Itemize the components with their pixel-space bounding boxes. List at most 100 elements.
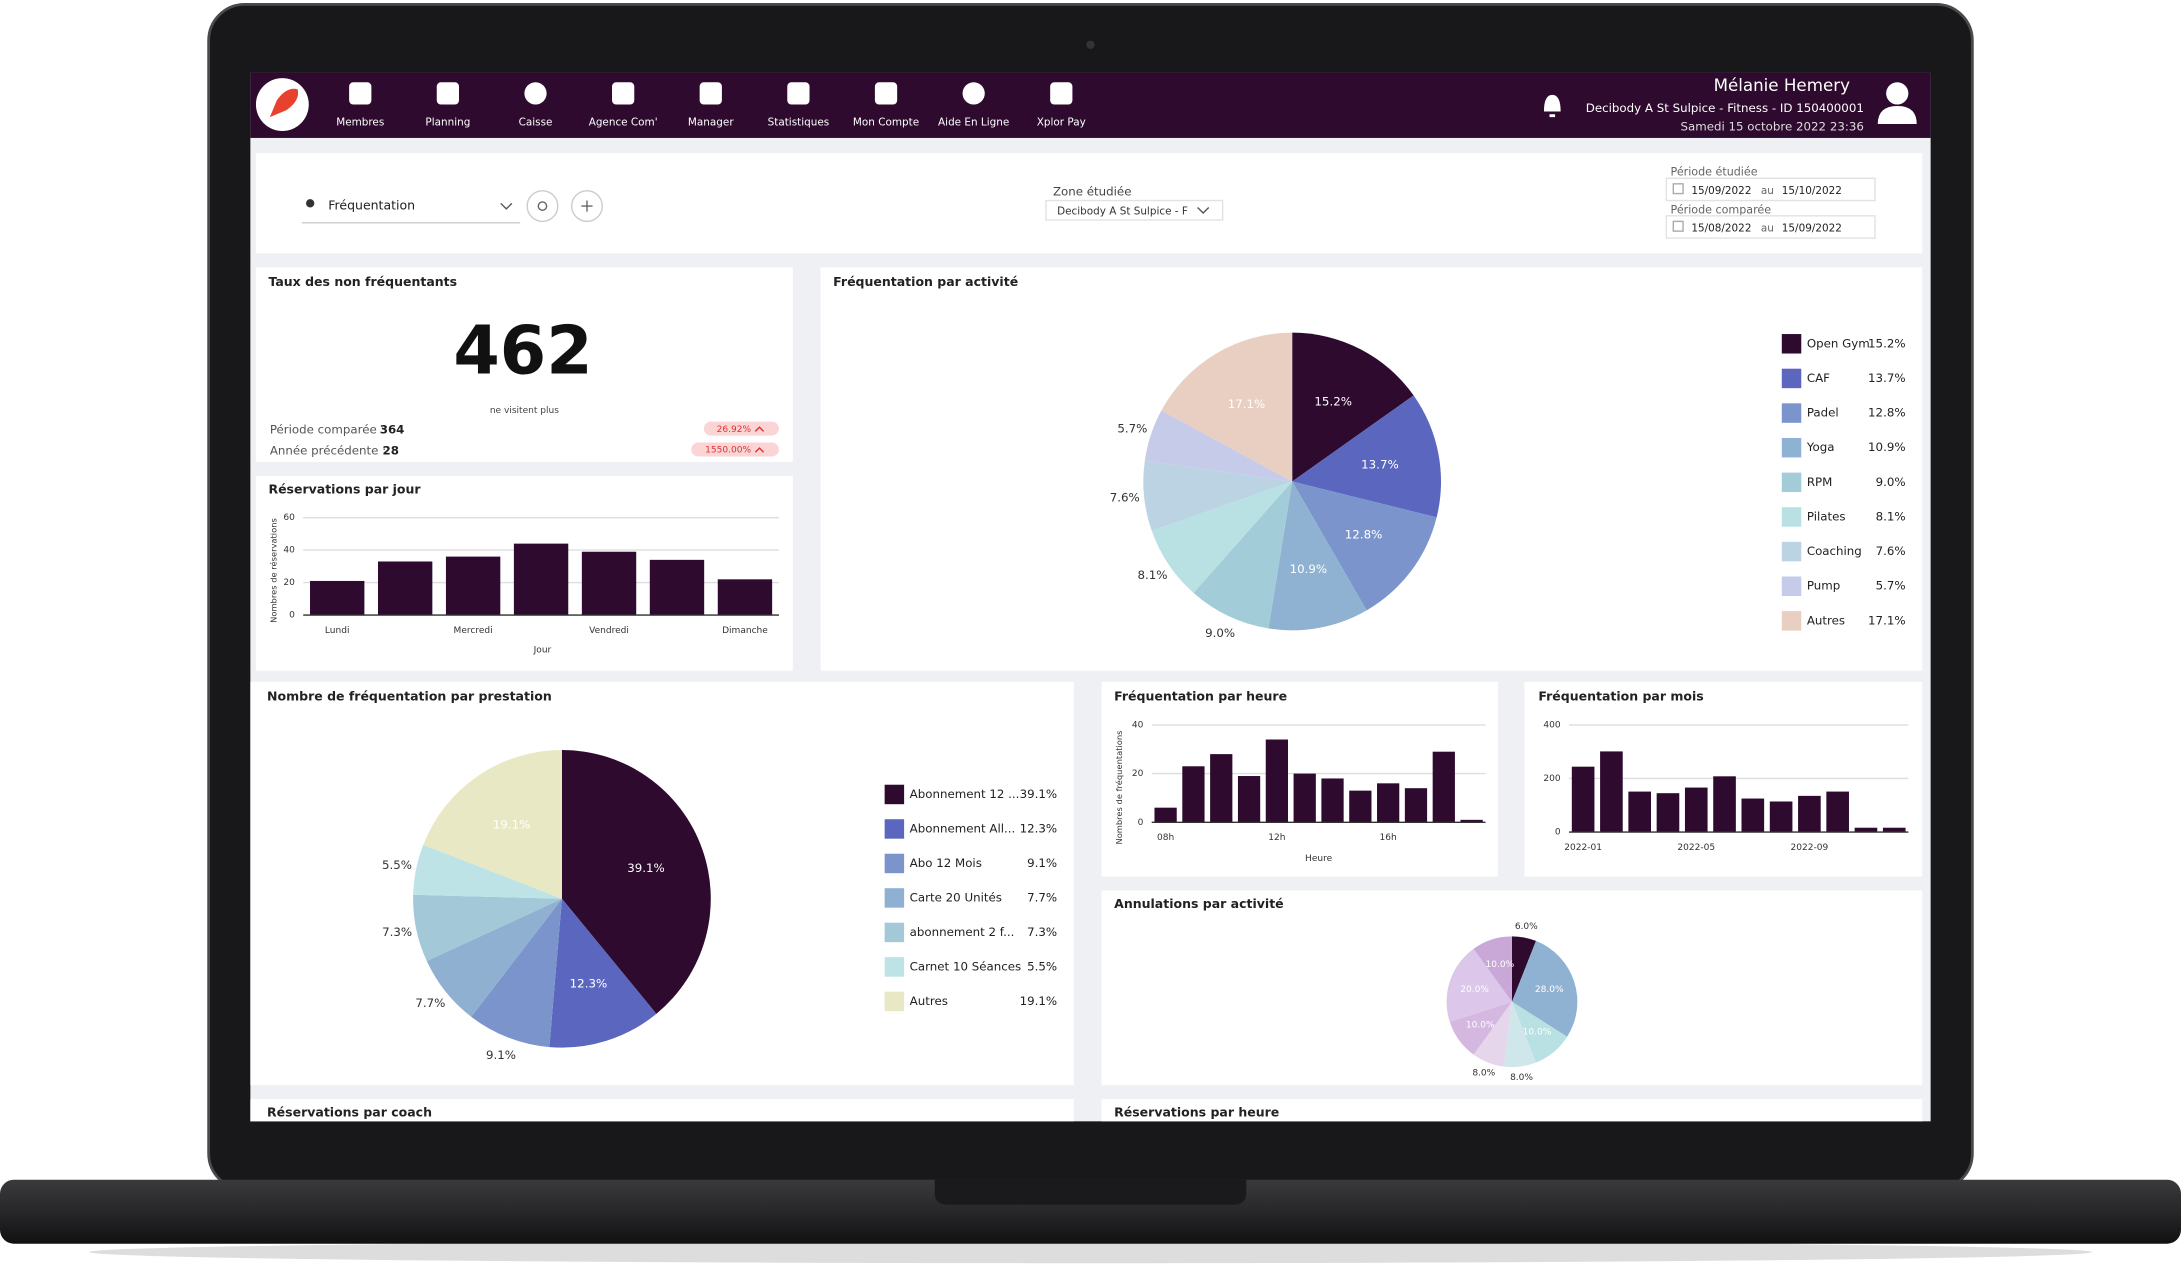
legend-label: Open Gym: [1807, 336, 1870, 350]
nav-item[interactable]: Xplor Pay: [1037, 117, 1086, 129]
bell-icon[interactable]: [1543, 94, 1561, 118]
card-title: Fréquentation par mois: [1538, 689, 1703, 704]
y-tick-label: 0: [289, 611, 295, 621]
y-tick-label: 400: [1543, 720, 1560, 730]
nav-item[interactable]: Aide En Ligne: [938, 117, 1009, 129]
legend-label: Padel: [1807, 406, 1839, 420]
legend-label: Carnet 10 Séances: [910, 959, 1021, 973]
slice-label: 10.9%: [1290, 562, 1328, 576]
nav-icon: [436, 82, 460, 105]
y-axis-label: Nombres de fréquentations: [1114, 730, 1124, 844]
slice-label: 9.1%: [486, 1048, 516, 1062]
legend-swatch: [1781, 507, 1802, 527]
y-tick-label: 0: [1138, 818, 1144, 828]
legend-value: 17.1%: [1868, 613, 1906, 627]
legend-swatch: [884, 784, 905, 805]
avatar-head[interactable]: [1886, 82, 1909, 105]
y-axis-label: Nombres de réservations: [269, 518, 279, 623]
slice-label: 5.7%: [1117, 421, 1147, 435]
change-badge: [703, 421, 779, 436]
pie-slice: [1193, 481, 1293, 629]
nav-icon: [699, 82, 722, 105]
x-tick-label: Dimanche: [722, 626, 768, 636]
bar: [310, 580, 365, 616]
nav-item[interactable]: Membres: [336, 117, 384, 129]
x-tick-label: Mercredi: [454, 626, 493, 636]
bar: [1882, 827, 1906, 833]
zone-label: Zone étudiée: [1053, 185, 1132, 199]
nav-item[interactable]: Statistiques: [768, 117, 830, 129]
notch: [934, 1179, 1247, 1205]
user-name: Mélanie Hemery: [1714, 76, 1851, 95]
bar: [1293, 773, 1316, 823]
y-tick-label: 20: [1132, 769, 1144, 779]
change-badge: [691, 442, 779, 457]
bar: [513, 543, 569, 616]
pie-slice: [1473, 1001, 1512, 1067]
x-tick-label: Vendredi: [589, 626, 629, 636]
select-arrow: [500, 202, 513, 210]
pie-slice: [413, 844, 562, 899]
settings-button[interactable]: [526, 190, 559, 223]
compare-from: 15/08/2022: [1691, 222, 1751, 234]
pie-slice: [471, 898, 562, 1048]
nav-item[interactable]: Manager: [688, 117, 734, 129]
view-select[interactable]: Fréquentation: [328, 198, 415, 213]
x-tick-label: 08h: [1157, 833, 1174, 843]
bar: [377, 561, 433, 616]
pie-slice: [1473, 936, 1512, 1002]
camera: [1086, 40, 1095, 49]
x-axis-label: Jour: [533, 645, 552, 655]
pie-slice: [1151, 481, 1293, 593]
compare-sep: au: [1761, 222, 1774, 234]
slice-label: 8.0%: [1472, 1068, 1495, 1078]
period-input[interactable]: [1665, 177, 1876, 202]
legend-label: Yoga: [1806, 440, 1835, 454]
bar: [1237, 776, 1261, 823]
card-title: Nombre de fréquentation par prestation: [267, 689, 552, 704]
pie-slice: [1511, 940, 1578, 1037]
slice-label: 10.0%: [1466, 1020, 1495, 1030]
people-icon: [306, 199, 315, 208]
legend-value: 9.0%: [1876, 475, 1906, 489]
legend-swatch: [884, 853, 905, 874]
legend-label: Coaching: [1807, 544, 1862, 558]
card: [1101, 1099, 1923, 1122]
nav-item[interactable]: Planning: [425, 117, 470, 129]
nav-item[interactable]: Caisse: [519, 117, 553, 129]
card-title: Fréquentation par heure: [1114, 689, 1287, 704]
legend-swatch: [1781, 403, 1802, 423]
bar: [1741, 798, 1765, 833]
pie-slice: [1143, 460, 1293, 531]
compared-label: Période comparée :: [270, 423, 385, 437]
y-tick-label: 40: [1132, 720, 1144, 730]
pie-slice: [413, 894, 562, 962]
x-tick-label: 2022-05: [1677, 843, 1715, 853]
legend-swatch: [1781, 576, 1802, 596]
legend-value: 7.6%: [1876, 544, 1906, 558]
bar: [1321, 778, 1344, 823]
bar: [1713, 776, 1736, 833]
x-tick-label: 2022-09: [1791, 843, 1829, 853]
pie-slice: [1144, 410, 1293, 482]
legend-swatch: [1781, 334, 1802, 354]
bar: [1826, 791, 1849, 833]
nav-icon: [962, 82, 985, 105]
nav-item[interactable]: Agence Com': [589, 117, 658, 129]
slice-label: 5.5%: [382, 858, 412, 872]
pie-slice: [1503, 1001, 1537, 1068]
pie-slice: [426, 898, 562, 1017]
legend-swatch: [1781, 541, 1802, 562]
kpi-caption: ne visitent plus: [490, 406, 559, 416]
compare-input[interactable]: [1665, 215, 1876, 239]
legend-value: 9.1%: [1027, 856, 1057, 870]
zone-select[interactable]: [1045, 199, 1224, 221]
x-tick-label: Lundi: [325, 626, 350, 636]
slice-label: 7.6%: [1110, 491, 1140, 505]
slice-label: 6.0%: [1515, 922, 1538, 932]
pie-slice: [561, 749, 711, 1014]
pie-slice: [1511, 1001, 1568, 1063]
legend-value: 7.3%: [1027, 925, 1057, 939]
nav-item[interactable]: Mon Compte: [853, 117, 919, 129]
